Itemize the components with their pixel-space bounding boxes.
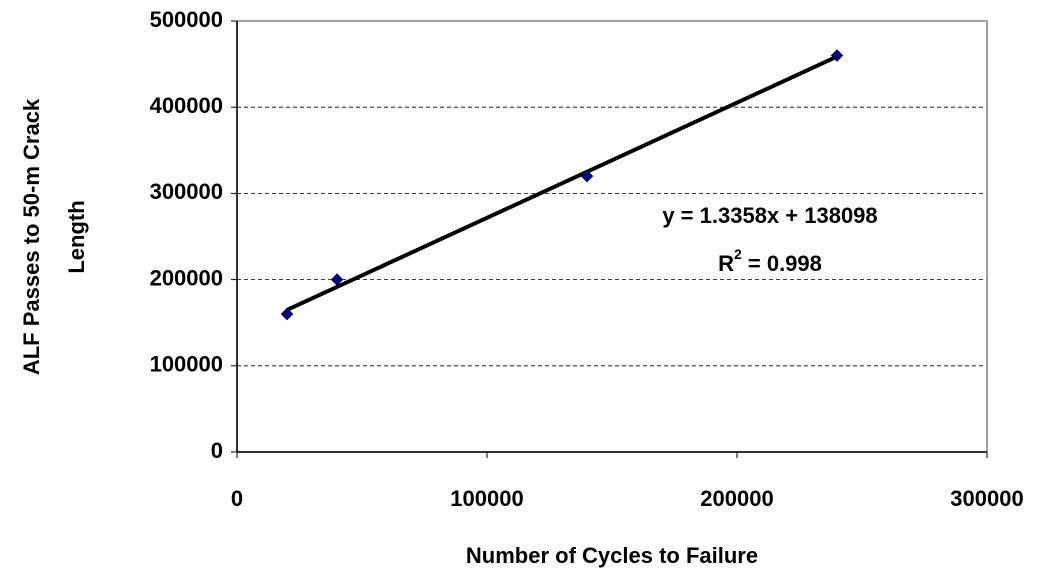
y-tick-label: 0 [211, 438, 223, 463]
y-axis-title: ALF Passes to 50-m Crack [19, 98, 44, 375]
data-point [830, 49, 844, 62]
y-axis-title: Length [64, 200, 89, 273]
r-squared: R2 = 0.998 [718, 246, 822, 276]
r-squared-sup: 2 [734, 246, 742, 262]
data-point [580, 169, 594, 183]
data-point [330, 273, 344, 286]
x-tick-label: 200000 [700, 486, 773, 511]
y-tick-label: 300000 [150, 179, 223, 204]
x-axis-title: Number of Cycles to Failure [466, 543, 758, 568]
r-squared-base: R [718, 251, 734, 276]
plot-border [236, 20, 988, 453]
y-tick-label: 100000 [150, 352, 223, 377]
y-tick-label: 200000 [150, 265, 223, 290]
r-squared-rest: = 0.998 [742, 251, 822, 276]
x-tick-label: 300000 [950, 486, 1023, 511]
trendline-equation: y = 1.3358x + 138098 [662, 203, 877, 228]
data-point [280, 307, 294, 321]
trendline [286, 54, 838, 312]
y-tick-label: 500000 [150, 7, 223, 32]
x-tick-label: 100000 [450, 486, 523, 511]
y-tick-label: 400000 [150, 93, 223, 118]
x-tick-label: 0 [231, 486, 243, 511]
